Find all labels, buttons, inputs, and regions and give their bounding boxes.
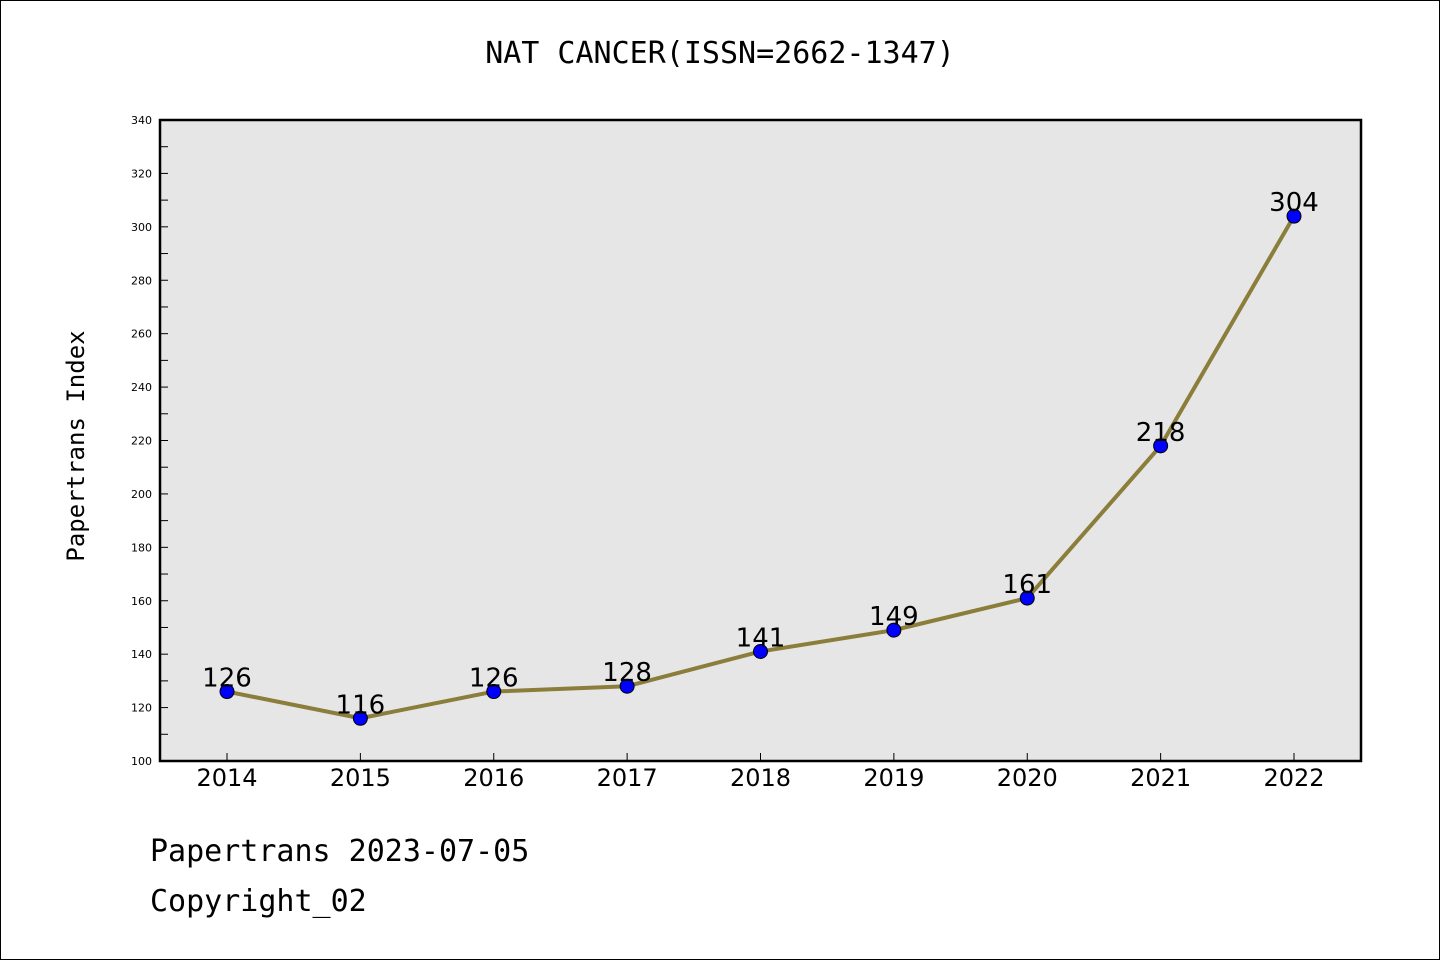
data-label: 126 (469, 664, 519, 694)
footer-date: Papertrans 2023-07-05 (150, 834, 530, 869)
data-label: 116 (336, 690, 386, 720)
y-tick-label: 300 (131, 221, 152, 234)
data-point (352, 710, 368, 726)
x-tick-label: 2022 (1263, 764, 1324, 792)
y-tick-label: 240 (131, 381, 152, 394)
data-point (219, 684, 235, 700)
y-tick-label: 120 (131, 702, 152, 715)
y-tick-label: 100 (131, 755, 152, 768)
x-tick-label: 2014 (196, 764, 257, 792)
y-tick-label: 160 (131, 595, 152, 608)
y-axis: 100 120 140 160 180 200 220 240 260 280 300 320 340 (131, 114, 168, 768)
y-tick-label: 200 (131, 488, 152, 501)
data-point (886, 622, 902, 638)
data-label: 304 (1269, 188, 1319, 218)
footer-copyright: Copyright_02 (150, 884, 367, 919)
y-tick-label: 260 (131, 328, 152, 341)
y-tick-label: 220 (131, 435, 152, 448)
data-label: 218 (1136, 418, 1186, 448)
chart-title: NAT CANCER(ISSN=2662-1347) (485, 36, 955, 71)
data-point (1019, 590, 1035, 606)
y-tick-label: 280 (131, 274, 152, 287)
data-label: 141 (736, 623, 786, 653)
data-label: 128 (602, 658, 652, 688)
x-tick-label: 2020 (997, 764, 1058, 792)
y-tick-label: 320 (131, 167, 152, 180)
x-tick-label: 2019 (863, 764, 924, 792)
y-tick-label: 140 (131, 648, 152, 661)
x-tick-label: 2021 (1130, 764, 1191, 792)
data-point (1286, 208, 1302, 224)
data-point (1153, 438, 1169, 454)
x-tick-label: 2016 (463, 764, 524, 792)
data-labels: 126 116 126 128 141 149 161 218 304 (202, 188, 1319, 720)
x-tick-label: 2018 (730, 764, 791, 792)
series-layer (219, 208, 1302, 726)
x-tick-label: 2017 (597, 764, 658, 792)
data-point (619, 678, 635, 694)
y-tick-label: 180 (131, 541, 152, 554)
data-point (486, 684, 502, 700)
y-tick-label: 340 (131, 114, 152, 127)
data-label: 126 (202, 664, 252, 694)
data-label: 149 (869, 602, 919, 632)
data-label: 161 (1002, 570, 1052, 600)
data-point (753, 643, 768, 659)
x-axis: 2014 2015 2016 2017 2018 2019 2020 2021 2022 (196, 753, 1325, 792)
x-tick-label: 2015 (330, 764, 391, 792)
